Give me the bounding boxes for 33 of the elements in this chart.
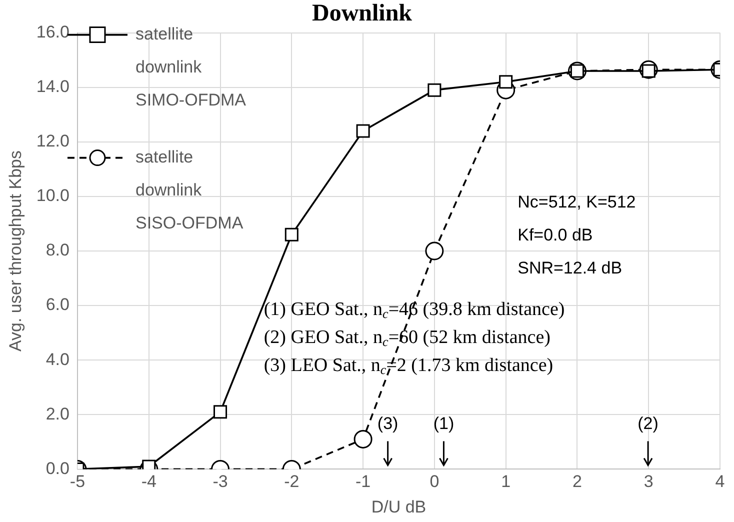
x-tick-label: -1	[355, 472, 371, 492]
x-tick-label: -5	[70, 472, 86, 492]
y-tick-label: 2.0	[46, 404, 70, 424]
chart-title: Downlink	[312, 0, 413, 27]
x-tick-label: -3	[212, 472, 228, 492]
legend-label: satellite downlink SIMO-OFDMA	[135, 24, 247, 110]
y-axis-title: Avg. user throughput Kbps	[6, 150, 25, 352]
x-tick-label: 2	[572, 472, 582, 492]
point	[428, 83, 442, 97]
point	[356, 124, 370, 138]
x-axis-title: D/U dB	[371, 497, 426, 516]
y-tick-label: 8.0	[46, 240, 70, 260]
point	[499, 75, 513, 89]
y-tick-label: 12.0	[36, 132, 70, 151]
legend-label: satellite downlink SISO-OFDMA	[135, 147, 244, 232]
annotation: (2)	[638, 414, 658, 434]
y-tick-label: 16.0	[36, 22, 70, 42]
y-tick-label: 6.0	[46, 295, 70, 314]
x-tick-label: 1	[501, 472, 511, 492]
x-tick-label: 0	[430, 472, 440, 492]
x-tick-label: 3	[644, 472, 654, 492]
y-tick-label: 10.0	[36, 186, 70, 206]
annotation: Kf=0.0 dB	[518, 226, 593, 245]
x-tick-label: 4	[715, 472, 725, 492]
annotation: SNR=12.4 dB	[518, 258, 622, 278]
x-tick-label: -4	[141, 472, 156, 492]
y-tick-label: 14.0	[36, 77, 70, 96]
annotation: (3)	[377, 414, 398, 434]
y-tick-label: 4.0	[46, 350, 70, 369]
x-tick-label: -2	[284, 472, 300, 492]
annotation: (1)	[433, 414, 454, 434]
y-tick-label: 0.0	[46, 458, 70, 478]
annotation: Nc=512, K=512	[518, 192, 636, 212]
